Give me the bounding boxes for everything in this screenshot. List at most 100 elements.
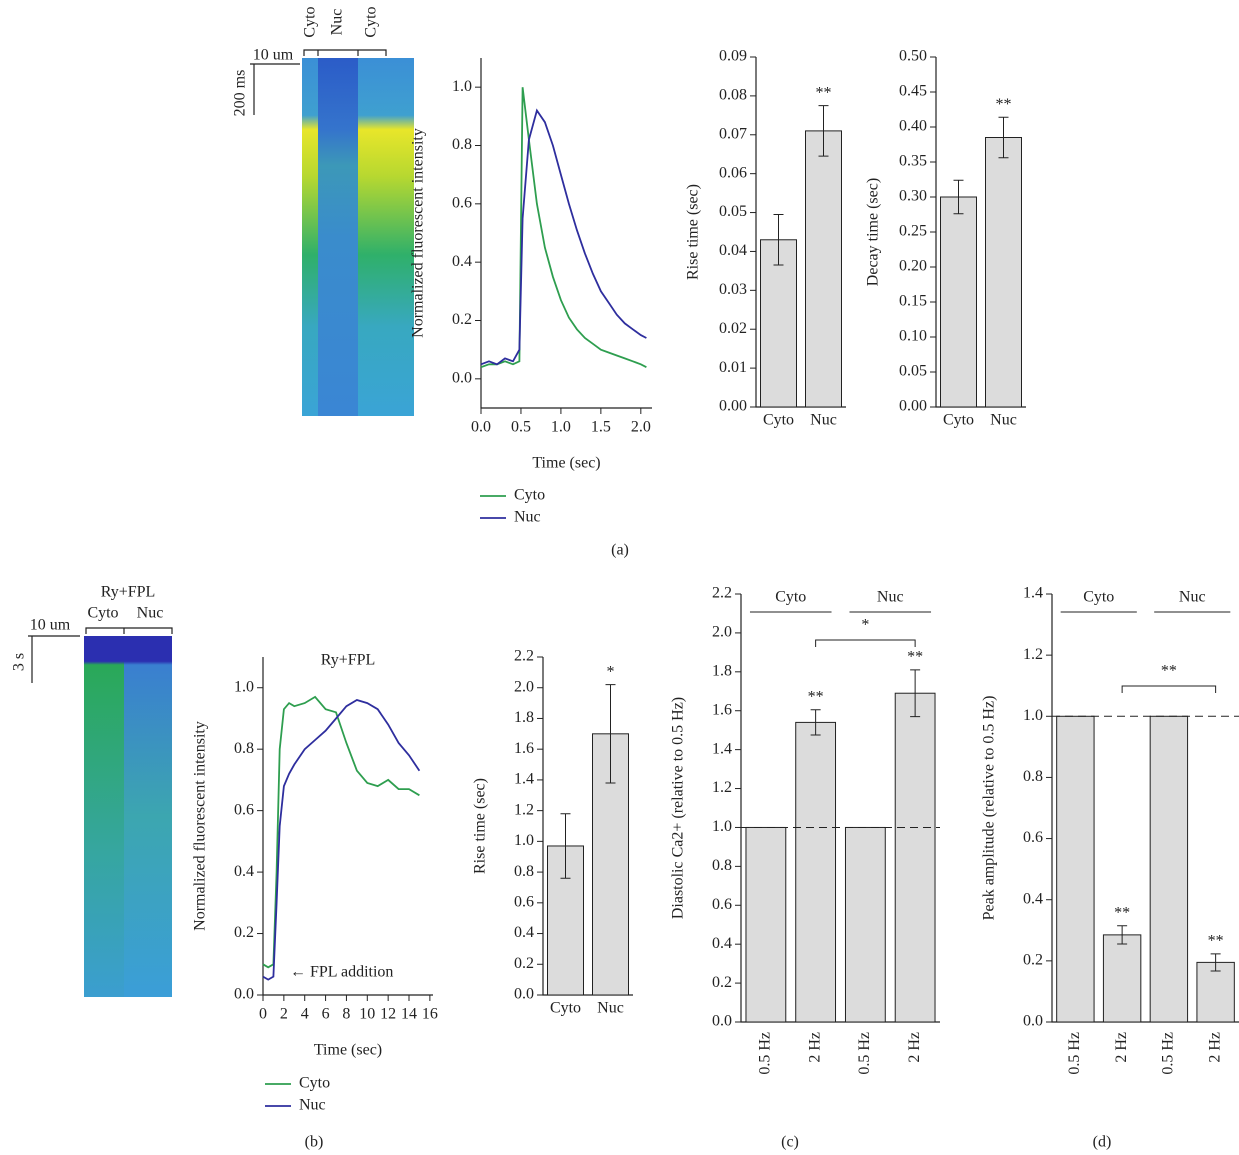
kymograph-b: Ry+FPL Cyto Nuc 10 um 3 s	[11, 584, 173, 997]
y-axis-label: Rise time (sec)	[685, 184, 702, 280]
y-tick-label: 1.6	[712, 701, 732, 718]
panel-label: (c)	[781, 1134, 799, 1151]
y-axis-label: Decay time (sec)	[865, 178, 882, 286]
y-tick-label: 0.4	[1023, 890, 1043, 907]
series-line	[262, 699, 421, 981]
error-bar	[1117, 925, 1128, 945]
x-tick-label: 2.0	[631, 419, 651, 436]
y-tick-label: 1.0	[234, 678, 254, 695]
y-tick-label: 0.45	[899, 83, 927, 100]
bar	[844, 826, 886, 1023]
y-tick-label: 1.0	[712, 818, 732, 835]
y-tick-label: 0.08	[719, 87, 747, 104]
y-tick-label: 1.4	[514, 771, 534, 788]
scale-label: 10 um	[253, 47, 294, 64]
x-tick-label: Cyto	[763, 412, 794, 429]
significance: **	[816, 84, 832, 101]
significance: *	[607, 663, 615, 680]
significance: **	[808, 688, 824, 705]
x-tick-label: Nuc	[990, 412, 1017, 429]
x-tick-label: Nuc	[597, 1000, 624, 1017]
series-line	[480, 87, 647, 369]
x-tick-label: 2 Hz	[806, 1032, 823, 1063]
y-tick-label: 0.6	[452, 195, 472, 212]
y-tick-label: 0.6	[712, 896, 732, 913]
y-tick-label: 0.10	[899, 328, 927, 345]
x-tick-label: 16	[422, 1006, 438, 1023]
bar	[940, 196, 977, 408]
y-tick-label: 0.4	[234, 863, 254, 880]
y-tick-label: 0.2	[514, 955, 534, 972]
error-bar	[560, 813, 571, 879]
y-tick-label: 0.05	[899, 363, 927, 380]
y-tick-label: 2.2	[712, 585, 732, 602]
kymo-label: Cyto	[87, 605, 118, 622]
y-tick-label: 0.06	[719, 164, 747, 181]
y-tick-label: 1.0	[452, 78, 472, 95]
x-tick-label: Cyto	[943, 412, 974, 429]
y-tick-label: 0.0	[712, 1013, 732, 1030]
x-tick-label: 12	[380, 1006, 396, 1023]
y-tick-label: 0.04	[719, 242, 747, 259]
bracket	[1121, 685, 1217, 693]
legend-label: Nuc	[299, 1097, 326, 1114]
y-tick-label: 0.2	[234, 924, 254, 941]
y-tick-label: 1.4	[712, 740, 732, 757]
kymograph-a: Cyto Nuc Cyto 10 um 200 ms	[232, 6, 414, 416]
x-tick-label: 10	[359, 1006, 375, 1023]
y-tick-label: 2.0	[514, 678, 534, 695]
y-tick-label: 0.6	[514, 893, 534, 910]
bar	[745, 826, 787, 1023]
error-bar	[998, 116, 1009, 159]
y-tick-label: 0.0	[1023, 1013, 1043, 1030]
bar	[1102, 934, 1142, 1023]
x-tick-label: 0.5 Hz	[1160, 1032, 1177, 1075]
x-tick-label: 0.5	[511, 419, 531, 436]
y-tick-label: 0.02	[719, 320, 747, 337]
x-tick-label: 0.0	[471, 419, 491, 436]
y-tick-label: 0.00	[719, 398, 747, 415]
scale-label: 200 ms	[232, 70, 249, 117]
x-tick-label: 1.0	[551, 419, 571, 436]
y-tick-label: 0.6	[1023, 829, 1043, 846]
x-tick-label: 0	[259, 1006, 267, 1023]
chart-title: Ry+FPL	[321, 652, 376, 669]
y-tick-label: 0.4	[452, 253, 472, 270]
bar	[760, 239, 797, 408]
y-tick-label: 0.05	[719, 203, 747, 220]
y-tick-label: 0.8	[234, 740, 254, 757]
y-axis-label: Normalized fluorescent intensity	[192, 721, 209, 931]
y-tick-label: 0.01	[719, 359, 747, 376]
y-axis-label: Rise time (sec)	[472, 778, 489, 874]
y-tick-label: 0.09	[719, 48, 747, 65]
error-bar	[953, 179, 964, 215]
y-tick-label: 1.8	[514, 709, 534, 726]
error-bar	[773, 214, 784, 266]
y-tick-label: 1.0	[1023, 707, 1043, 724]
y-tick-label: 1.2	[1023, 646, 1043, 663]
y-tick-label: 0.2	[452, 311, 472, 328]
kymo-label: Nuc	[329, 9, 346, 36]
bar	[985, 137, 1022, 408]
significance: **	[996, 96, 1012, 113]
x-tick-label: Cyto	[550, 1000, 581, 1017]
panel-label: (b)	[305, 1134, 324, 1151]
bar	[1149, 715, 1189, 1023]
y-axis-label: Peak amplitude (relative to 0.5 Hz)	[981, 696, 998, 921]
legend-label: Cyto	[514, 487, 545, 504]
y-tick-label: 0.30	[899, 188, 927, 205]
x-tick-label: 14	[401, 1006, 417, 1023]
bar	[805, 130, 842, 408]
bracket-label: *	[861, 617, 869, 634]
series-line	[262, 695, 420, 969]
group-label: Cyto	[775, 589, 806, 606]
x-tick-label: 0.5 Hz	[757, 1032, 774, 1075]
significance: **	[907, 649, 923, 666]
y-axis-label: Diastolic Ca2+ (relative to 0.5 Hz)	[670, 697, 687, 919]
x-tick-label: 0.5 Hz	[1066, 1032, 1083, 1075]
y-tick-label: 0.0	[514, 986, 534, 1003]
y-tick-label: 0.20	[899, 258, 927, 275]
error-bar	[818, 105, 829, 157]
significance: **	[1114, 904, 1130, 921]
error-bar	[605, 684, 616, 784]
